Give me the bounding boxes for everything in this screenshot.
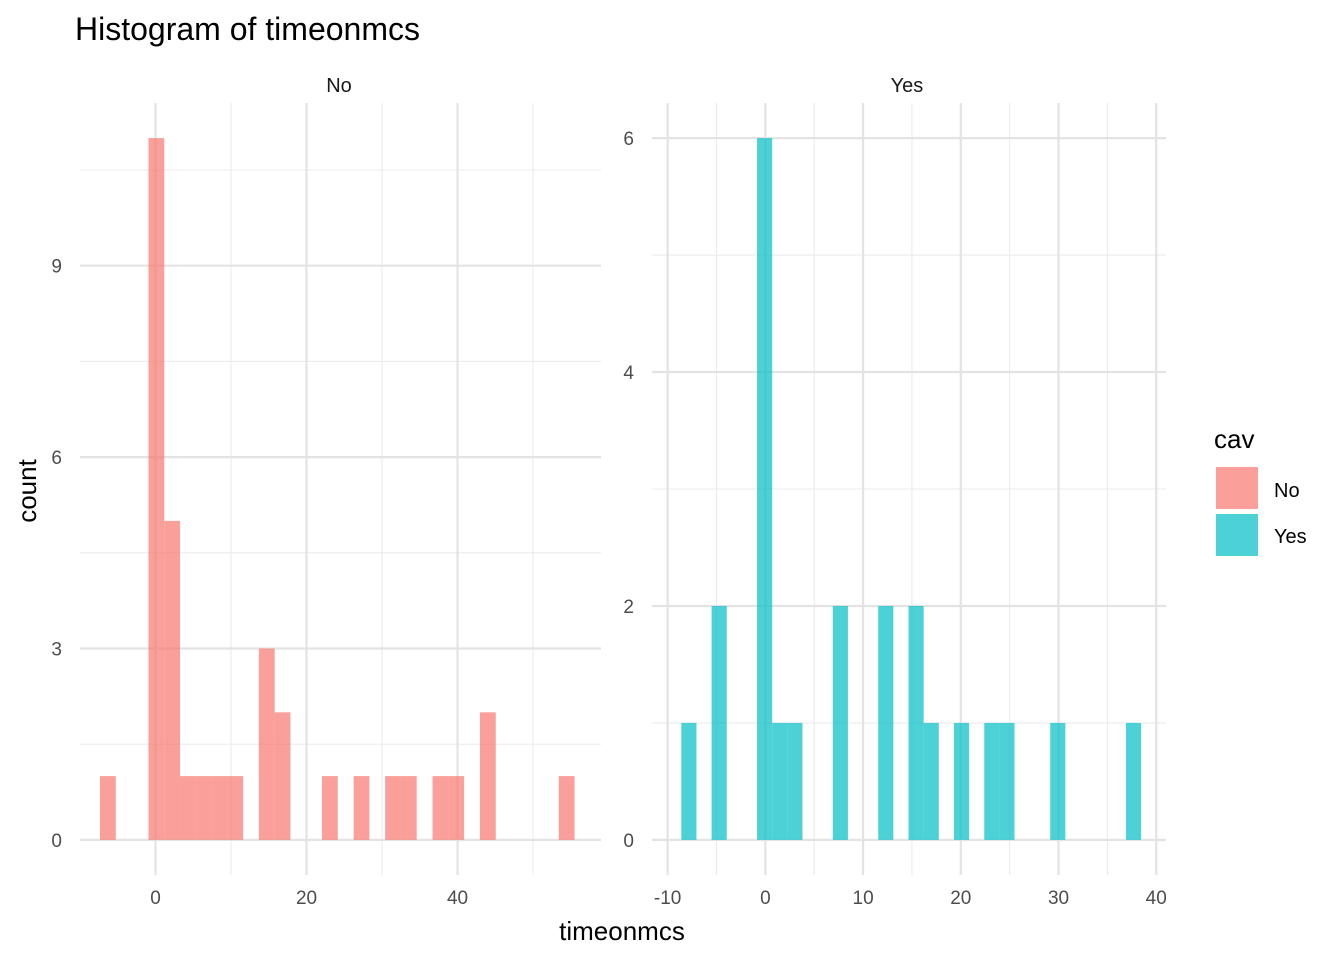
x-tick-label: 40 (447, 888, 468, 909)
histogram-bar (400, 776, 417, 840)
histogram-bar (164, 520, 181, 840)
histogram-bar (558, 776, 575, 840)
y-axis-title: count (12, 458, 42, 522)
legend-title: cav (1214, 424, 1254, 454)
histogram-bar (180, 776, 196, 840)
histogram-bar (195, 776, 212, 840)
histogram-bar (479, 712, 496, 840)
histogram-bar (878, 605, 894, 840)
y-tick-label: 3 (51, 640, 62, 661)
x-tick-label: 20 (296, 888, 317, 909)
y-tick-label: 0 (51, 831, 62, 852)
legend-label-no: No (1274, 480, 1300, 502)
histogram-bar (908, 605, 924, 840)
histogram-bar (1125, 722, 1142, 840)
y-tick-label: 2 (623, 597, 634, 618)
histogram-bar (772, 722, 788, 840)
histogram-bar (832, 605, 848, 840)
histogram-bar (274, 712, 291, 840)
histogram-bar (1050, 722, 1066, 840)
histogram-bar (100, 776, 116, 840)
histogram-bar (322, 776, 338, 840)
histogram-bar (711, 605, 727, 840)
x-tick-label: 20 (950, 888, 971, 909)
panel-strip-yes: Yes (891, 75, 924, 97)
legend-label-yes: Yes (1274, 526, 1307, 548)
chart-title: Histogram of timeonmcs (75, 11, 420, 47)
legend-key-yes (1216, 514, 1258, 556)
histogram-bar (923, 722, 939, 840)
histogram-bar (681, 722, 697, 840)
x-tick-label: 30 (1048, 888, 1069, 909)
histogram-bar (984, 722, 1000, 840)
x-axis-title: timeonmcs (559, 916, 685, 946)
legend: cav No Yes (1214, 424, 1307, 556)
histogram-bar (999, 722, 1015, 840)
x-tick-label: 10 (853, 888, 874, 909)
x-tick-label: 40 (1146, 888, 1167, 909)
legend-key-no (1216, 467, 1258, 509)
histogram-bar (148, 138, 165, 840)
y-tick-label: 6 (51, 448, 62, 469)
panel-strip-no: No (326, 75, 352, 97)
y-tick-label: 0 (623, 831, 634, 852)
y-tick-label: 9 (51, 257, 62, 278)
histogram-bar (385, 776, 401, 840)
histogram-bar (757, 138, 773, 840)
histogram-bar (953, 722, 970, 840)
panel-no: 0 20 40 0 3 6 9 (51, 103, 601, 909)
x-tick-label: 0 (150, 888, 161, 909)
histogram-bar (258, 648, 275, 840)
panel-yes: -10 0 10 20 30 40 0 2 4 6 (623, 103, 1167, 909)
histogram-bar (353, 776, 370, 840)
histogram-bar (227, 776, 244, 840)
histogram-bar (448, 776, 465, 840)
histogram-bar (432, 776, 449, 840)
x-tick-label: -10 (654, 888, 681, 909)
x-tick-label: 0 (760, 888, 771, 909)
y-tick-label: 4 (623, 363, 634, 384)
histogram-bar (211, 776, 228, 840)
histogram-bar (787, 722, 803, 840)
y-tick-label: 6 (623, 129, 634, 150)
